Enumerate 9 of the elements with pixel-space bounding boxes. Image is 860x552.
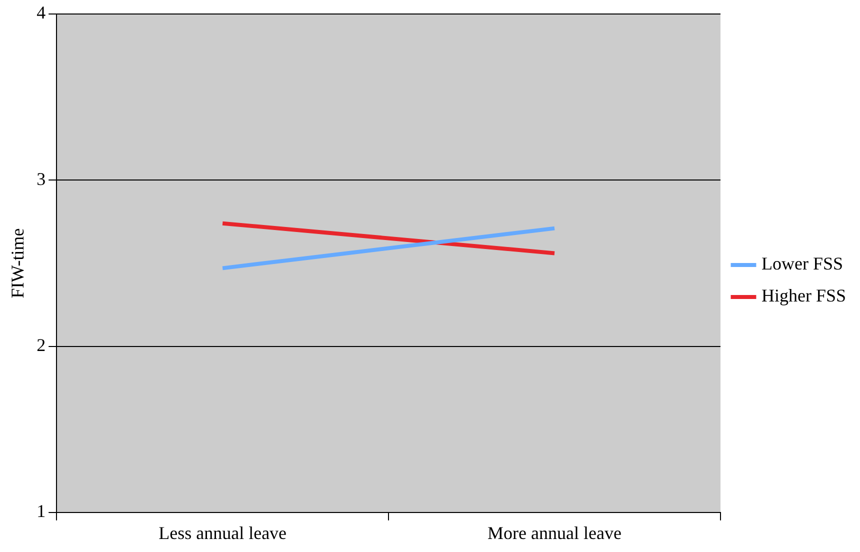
y-tick-label: 1: [36, 501, 46, 522]
y-axis-title: FIW-time: [8, 228, 28, 298]
legend-label: Lower FSS: [761, 254, 843, 274]
legend-label: Higher FSS: [761, 286, 846, 306]
x-tick-label: More annual leave: [488, 522, 622, 543]
y-tick-label: 2: [36, 335, 46, 355]
y-tick-label: 4: [36, 2, 46, 23]
y-tick-label: 3: [36, 168, 46, 189]
x-tick-label: Less annual leave: [158, 522, 287, 543]
